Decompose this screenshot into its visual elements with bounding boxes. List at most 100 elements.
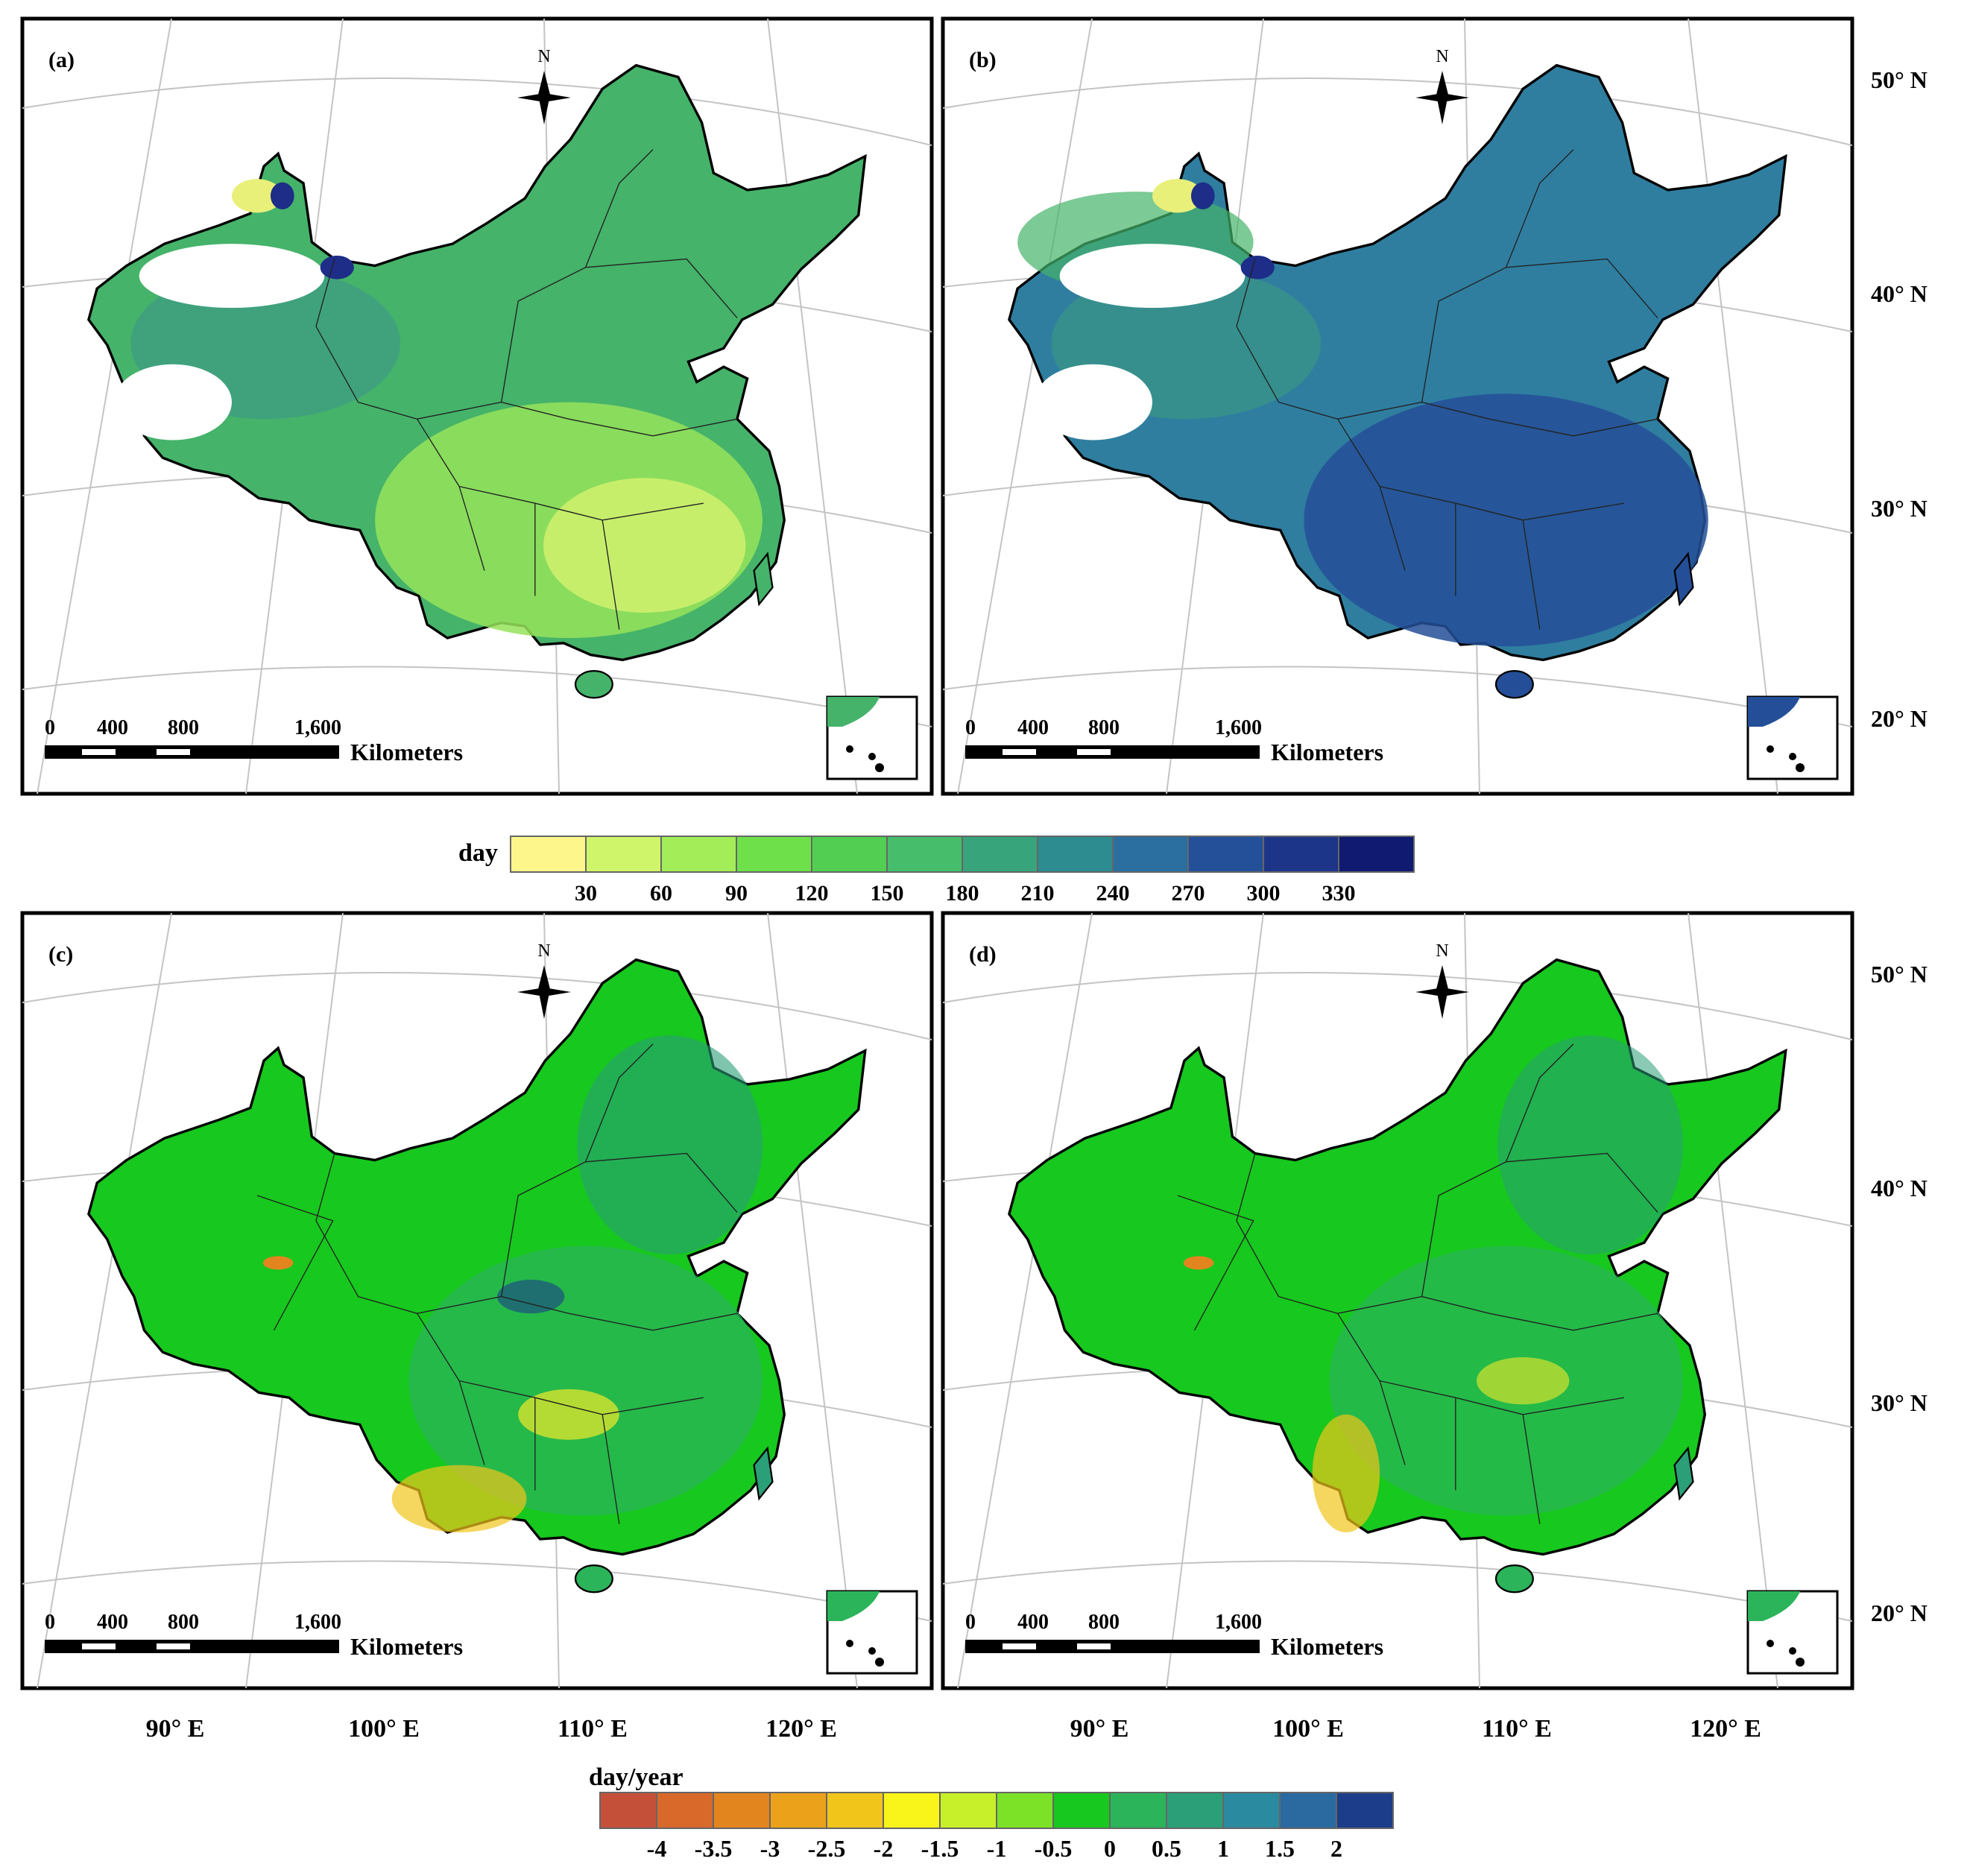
basin-patch bbox=[1240, 255, 1275, 279]
no-data-tibet bbox=[113, 364, 232, 440]
north-cool bbox=[496, 1280, 565, 1314]
legend-swatch bbox=[1336, 1792, 1394, 1829]
legend-swatch bbox=[1222, 1792, 1281, 1829]
legend-swatch bbox=[656, 1792, 714, 1829]
svg-text:0: 0 bbox=[45, 716, 55, 739]
legend-swatch bbox=[585, 836, 662, 873]
legend-swatch bbox=[939, 1792, 997, 1829]
svg-text:0: 0 bbox=[965, 716, 976, 739]
scale-bar: 0 400 800 1,600 Kilometers bbox=[965, 716, 1383, 765]
legend-tick-label: -0.5 bbox=[1035, 1835, 1073, 1862]
legend-swatch bbox=[1052, 1792, 1111, 1829]
map-panel-d: (d) N 0 400 800 1,600 Kilometers bbox=[941, 911, 1854, 1690]
legend-swatch bbox=[996, 1792, 1054, 1829]
legend-swatch bbox=[1112, 836, 1189, 873]
northeast-region bbox=[1497, 1035, 1683, 1255]
legend-swatch bbox=[736, 836, 812, 873]
legend-tick-label: 240 bbox=[1096, 881, 1130, 906]
legend-tick-label: 270 bbox=[1172, 881, 1205, 906]
svg-text:Kilometers: Kilometers bbox=[1271, 739, 1383, 765]
panel-label: (c) bbox=[48, 942, 73, 967]
legend-tick-label: 2 bbox=[1330, 1835, 1342, 1862]
legend-swatch bbox=[826, 1792, 884, 1829]
north-label: N bbox=[537, 47, 550, 66]
svg-text:Kilometers: Kilometers bbox=[350, 739, 463, 765]
east-warm bbox=[1477, 1357, 1570, 1405]
plateau-warm bbox=[1183, 1256, 1214, 1270]
scale-bar: 0 400 800 1,600 Kilometers bbox=[45, 1611, 463, 1660]
lat-label: 30° N bbox=[1871, 495, 1928, 522]
map-panel-a: (a) N 0 400 800 1,600 Kilometers bbox=[20, 16, 934, 796]
legend-swatch bbox=[1166, 1792, 1224, 1829]
svg-text:0: 0 bbox=[45, 1611, 55, 1634]
legend-tick-label: 120 bbox=[795, 881, 829, 906]
svg-text:1,600: 1,600 bbox=[1215, 1611, 1262, 1634]
svg-text:800: 800 bbox=[1088, 1611, 1120, 1634]
svg-text:800: 800 bbox=[1088, 716, 1120, 739]
hainan bbox=[1494, 1564, 1534, 1594]
east-region bbox=[408, 1245, 763, 1516]
svg-text:0: 0 bbox=[965, 1611, 976, 1634]
legend-tick-label: -1.5 bbox=[921, 1835, 959, 1862]
basin-patch bbox=[320, 255, 354, 279]
svg-text:Kilometers: Kilometers bbox=[1271, 1633, 1383, 1660]
desert-patch bbox=[1152, 179, 1203, 213]
province-lines bbox=[315, 149, 738, 630]
southeast-region bbox=[1304, 394, 1708, 647]
legend-tick-label: 90 bbox=[725, 881, 748, 906]
north-label: N bbox=[1436, 941, 1448, 961]
map-panel-b: (b) N 0 400 800 1,600 Kilometers bbox=[941, 16, 1854, 796]
lat-label: 40° N bbox=[1871, 280, 1928, 307]
lon-label: 100° E bbox=[348, 1715, 420, 1743]
lat-label: 50° N bbox=[1871, 961, 1928, 988]
legend-tick-label: 150 bbox=[871, 881, 904, 906]
province-lines bbox=[256, 1043, 738, 1524]
taiwan bbox=[753, 552, 774, 607]
taiwan bbox=[1673, 1446, 1694, 1501]
legend-tick-label: -2 bbox=[874, 1835, 894, 1862]
legend-tick-label: 210 bbox=[1021, 881, 1055, 906]
no-data-tarim bbox=[139, 244, 325, 309]
lat-label: 40° N bbox=[1871, 1175, 1928, 1201]
svg-text:400: 400 bbox=[1017, 1611, 1049, 1634]
legend-tick-label: 1 bbox=[1217, 1835, 1229, 1862]
legend-tick-label: 0 bbox=[1104, 1835, 1116, 1862]
south-region-light bbox=[543, 478, 746, 613]
legend-tick-label: 300 bbox=[1247, 881, 1281, 906]
hainan bbox=[574, 669, 613, 699]
legend-swatch bbox=[883, 1792, 941, 1829]
lon-label: 120° E bbox=[765, 1715, 837, 1743]
south-china-sea-inset bbox=[826, 695, 918, 780]
desert-patch bbox=[232, 179, 282, 213]
legend-title: day/year bbox=[589, 1763, 683, 1791]
northeast-region bbox=[577, 1035, 763, 1255]
scale-bar: 0 400 800 1,600 Kilometers bbox=[45, 716, 463, 765]
legend-tick-label: -3.5 bbox=[695, 1835, 733, 1862]
svg-text:1,600: 1,600 bbox=[294, 1611, 341, 1634]
hainan bbox=[574, 1564, 613, 1594]
legend-tick-label: -4 bbox=[647, 1835, 667, 1862]
legend-tick-label: -1 bbox=[987, 1835, 1007, 1862]
legend-tick-label: 30 bbox=[575, 881, 597, 906]
south-china-sea-inset bbox=[826, 1590, 918, 1675]
southwest-warm bbox=[1312, 1414, 1380, 1532]
legend-swatch bbox=[1187, 836, 1264, 873]
legend-swatch bbox=[811, 836, 888, 873]
lon-label: 120° E bbox=[1690, 1715, 1761, 1743]
legend-swatch bbox=[1037, 836, 1114, 873]
lat-label: 20° N bbox=[1871, 705, 1928, 732]
province-lines bbox=[1177, 1043, 1658, 1524]
legend-swatch bbox=[510, 836, 587, 873]
lon-label: 90° E bbox=[146, 1715, 205, 1743]
legend-swatch bbox=[1279, 1792, 1337, 1829]
taiwan bbox=[753, 1446, 774, 1501]
legend-swatch bbox=[769, 1792, 827, 1829]
svg-text:400: 400 bbox=[97, 716, 128, 739]
svg-text:1,600: 1,600 bbox=[1215, 716, 1262, 739]
lon-label: 100° E bbox=[1272, 1715, 1344, 1743]
panel-label: (b) bbox=[969, 48, 997, 72]
legend-tick-label: -3 bbox=[760, 1835, 780, 1862]
legend-day: day 30 60 90 120 150 180 210 240 270 300 330 bbox=[458, 836, 1415, 906]
legend-swatch bbox=[1338, 836, 1415, 873]
